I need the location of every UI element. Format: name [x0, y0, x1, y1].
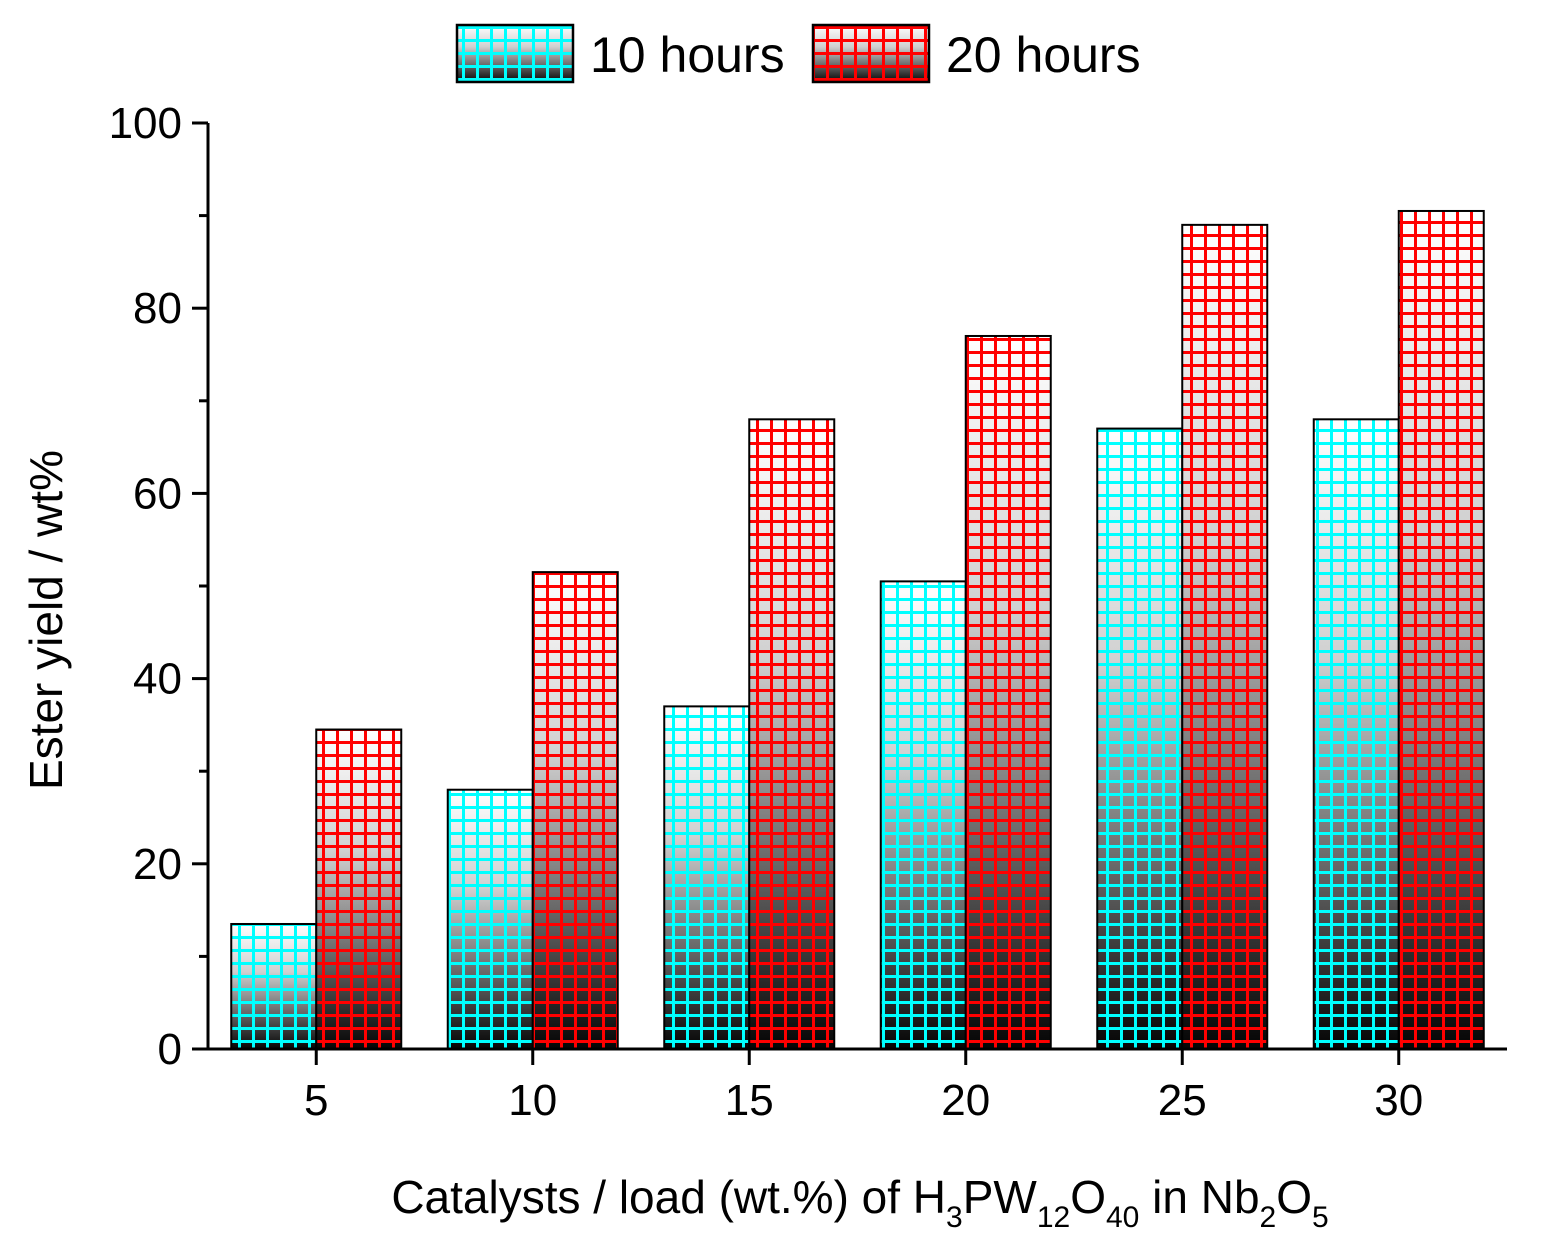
x-tick-label: 5	[304, 1076, 328, 1125]
legend-entry-10-hours: 10 hours	[455, 23, 785, 84]
x-tick-label: 15	[725, 1076, 774, 1125]
y-tick-label: 0	[158, 1025, 182, 1074]
y-tick-label: 40	[133, 655, 182, 704]
bar-20h-25	[1181, 223, 1269, 1051]
y-tick-label: 100	[109, 99, 182, 148]
bar-grid	[1096, 427, 1184, 1050]
bar-10h-10	[446, 788, 534, 1050]
bar-grid	[315, 728, 403, 1051]
bar-grid	[1397, 209, 1485, 1051]
bar-grid	[879, 580, 967, 1050]
y-axis-title: Ester yield / wt%	[20, 450, 72, 790]
bar-grid	[1312, 418, 1400, 1050]
axes	[206, 123, 1507, 1051]
legend: 10 hours 20 hours	[455, 23, 1141, 84]
bar-grid	[531, 571, 619, 1050]
x-axis-title-mid-2: O	[1070, 1171, 1106, 1223]
bar-20h-10	[531, 571, 619, 1050]
bar-10h-30	[1312, 418, 1400, 1050]
bars-group	[230, 209, 1485, 1051]
bar-20h-30	[1397, 209, 1485, 1051]
legend-swatch-20-hours	[811, 23, 931, 84]
y-tick-label: 20	[133, 840, 182, 889]
x-axis-title-sub-3: 40	[1106, 1201, 1139, 1234]
x-tick-label: 20	[941, 1076, 990, 1125]
bar-20h-20	[964, 334, 1052, 1051]
bar-10h-20	[879, 580, 967, 1050]
y-ticks: 0 20 40 60 80 100	[109, 99, 208, 1074]
legend-label-20-hours: 20 hours	[946, 27, 1141, 83]
x-axis-title-mid-4: O	[1276, 1171, 1312, 1223]
x-tick-label: 25	[1158, 1076, 1207, 1125]
bar-grid	[964, 334, 1052, 1051]
bar-grid	[1181, 223, 1269, 1051]
bar-10h-15	[663, 705, 751, 1050]
y-tick-label: 80	[133, 284, 182, 333]
bar-grid	[663, 705, 751, 1050]
bar-10h-25	[1096, 427, 1184, 1050]
x-tick-label: 30	[1374, 1076, 1423, 1125]
bar-grid	[230, 922, 318, 1050]
x-axis-title-sub-2: 12	[1037, 1201, 1070, 1234]
legend-entry-20-hours: 20 hours	[811, 23, 1141, 84]
x-tick-label: 10	[508, 1076, 557, 1125]
x-axis-title-sub-5: 5	[1312, 1201, 1329, 1234]
x-axis-title-mid-1: PW	[963, 1171, 1038, 1223]
x-axis-title: Catalysts / load (wt.%) of H3PW12O40 in …	[391, 1171, 1328, 1234]
bar-20h-5	[315, 728, 403, 1051]
legend-label-10-hours: 10 hours	[590, 27, 785, 83]
bar-grid	[446, 788, 534, 1050]
x-axis-title-prefix: Catalysts / load (wt.%) of H	[391, 1171, 946, 1223]
x-axis-title-sub-1: 3	[946, 1201, 963, 1234]
legend-swatch-10-hours	[455, 23, 575, 84]
x-axis-title-mid-3: in Nb	[1139, 1171, 1259, 1223]
bar-10h-5	[230, 922, 318, 1050]
bar-20h-15	[748, 418, 836, 1050]
bar-grid	[748, 418, 836, 1050]
x-ticks: 5 10 15 20 25 30	[304, 1049, 1423, 1125]
x-axis-title-sub-4: 2	[1260, 1201, 1277, 1234]
y-tick-label: 60	[133, 469, 182, 518]
